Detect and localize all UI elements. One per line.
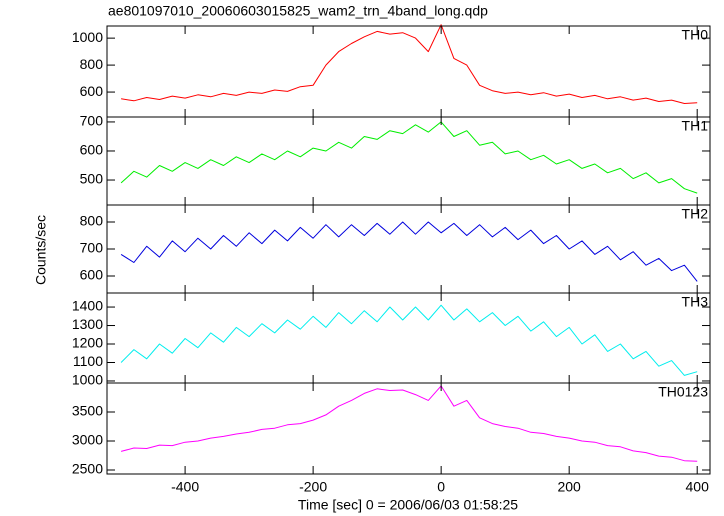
light-curve [120,221,698,282]
light-curve [120,121,698,194]
y-tick-label: 1400 [72,298,103,314]
y-tick-label: 1100 [73,353,103,369]
panel-frame [106,25,711,118]
light-curve [120,385,698,462]
band-label: TH1 [682,118,709,134]
x-tick-label: -200 [299,479,327,495]
band-label: TH0 [682,27,709,43]
y-tick-label: 3000 [72,432,103,448]
y-tick-label: 700 [80,113,104,129]
y-tick-label: 600 [80,83,104,99]
y-tick-label: 1000 [72,29,103,45]
x-tick-label: 0 [437,479,445,495]
x-tick-label: 200 [557,479,581,495]
y-tick-label: 800 [80,213,104,229]
y-tick-label: 1200 [72,335,103,351]
y-tick-label: 800 [80,56,104,72]
y-tick-label: 2500 [72,461,103,477]
chart-title: ae801097010_20060603015825_wam2_trn_4ban… [108,3,488,19]
y-tick-label: 1000 [72,372,103,388]
x-tick-label: -400 [171,479,199,495]
panel-frame [106,204,711,294]
band-label: TH0123 [658,384,708,400]
y-tick-label: 3500 [72,403,103,419]
light-curve [120,304,698,376]
panel-frame [106,292,711,384]
light-curve [121,24,698,104]
x-axis-label: Time [sec] 0 = 2006/06/03 01:58:25 [298,497,518,513]
y-tick-label: 700 [80,240,104,256]
y-tick-label: 1300 [72,316,103,332]
panel-frame [106,382,711,475]
band-label: TH2 [682,206,709,222]
y-axis-label: Counts/sec [33,215,49,285]
y-tick-label: 600 [80,142,104,158]
x-tick-label: 400 [686,479,710,495]
y-tick-label: 500 [80,171,104,187]
band-label: TH3 [682,294,709,310]
y-tick-label: 600 [80,267,104,283]
